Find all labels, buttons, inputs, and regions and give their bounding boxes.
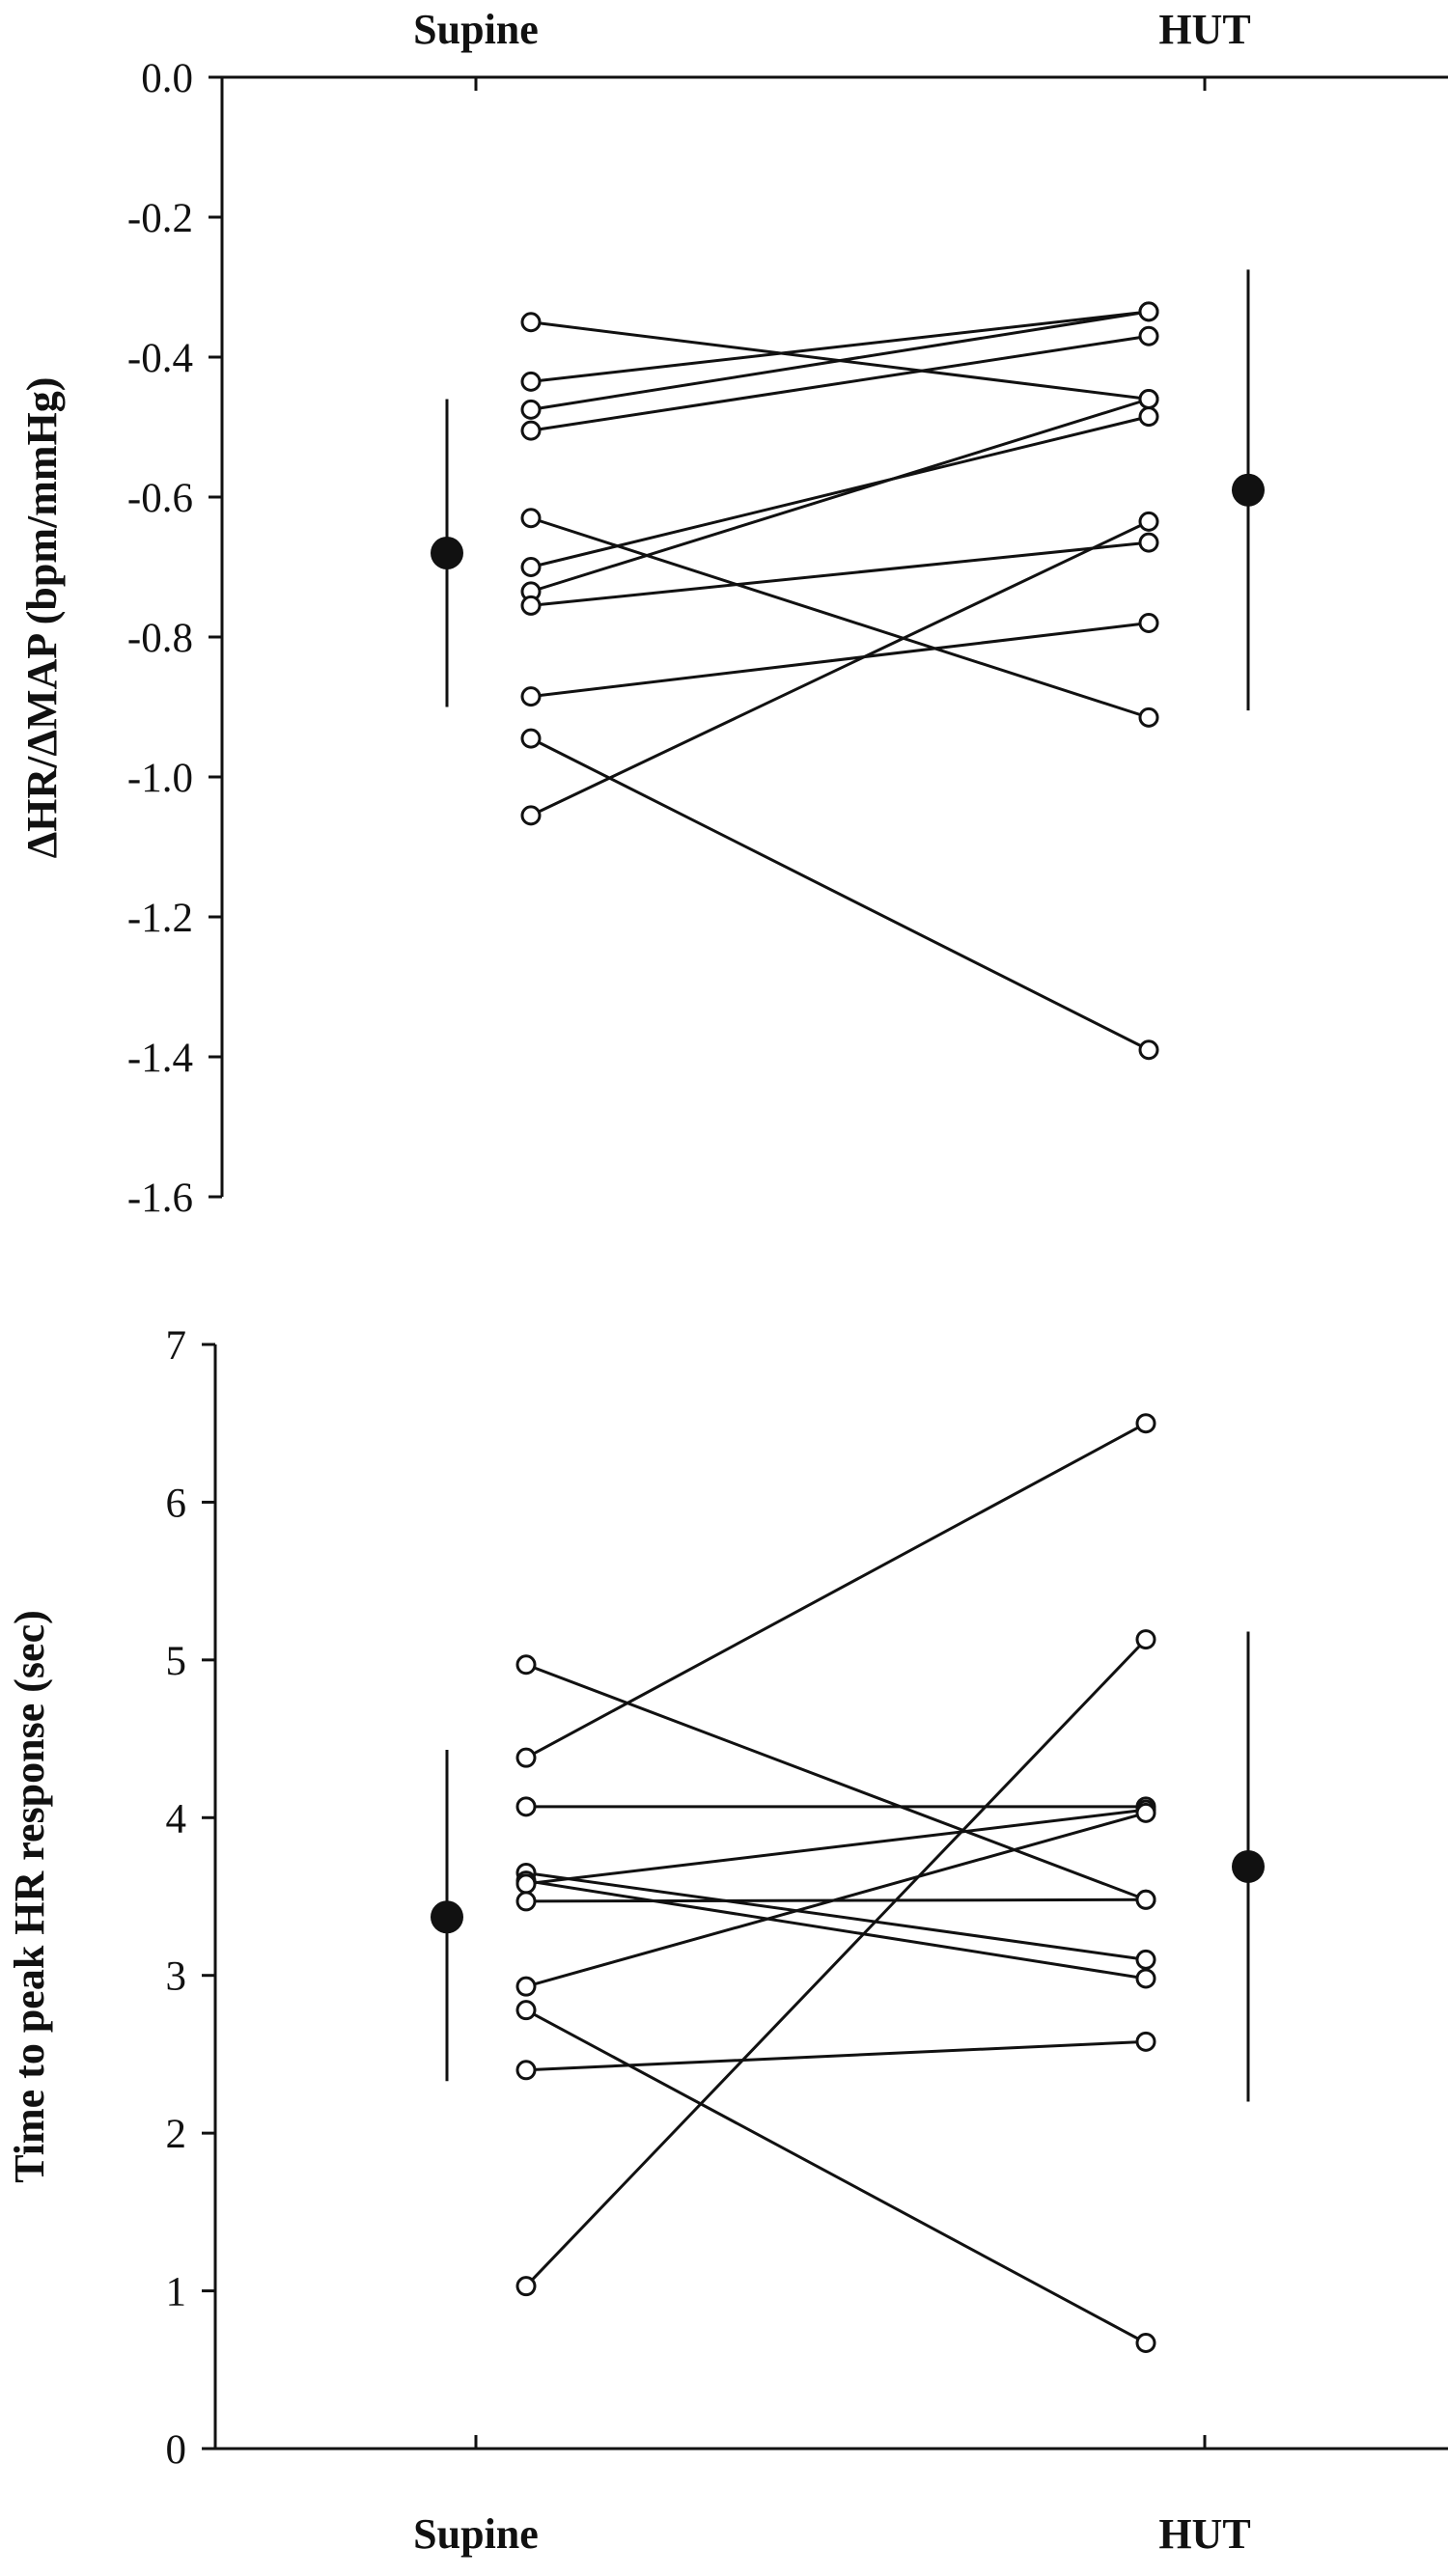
y-tick-label: 2 [166, 2112, 187, 2157]
subject-point-hut [1135, 1413, 1156, 1434]
y-tick-label: -1.0 [127, 756, 193, 801]
y-tick-label: -1.4 [127, 1036, 193, 1081]
subject-line [524, 1638, 1148, 2287]
subject-line [530, 310, 1150, 383]
subject-point-hut [1138, 706, 1159, 728]
y-tick-label: 0 [166, 2427, 187, 2473]
panel-time-to-peak: 0 1 2 3 4 5 6 7 Supine HUT Time to peak HR respons… [6, 1323, 1448, 2558]
y-tick-label: 1 [166, 2270, 187, 2315]
subject-point-supine [520, 371, 542, 392]
subject-line [525, 2008, 1147, 2344]
subject-line [525, 2039, 1147, 2072]
subject-line [525, 1808, 1147, 1886]
subject-point-supine [520, 728, 542, 749]
subject-line [530, 310, 1150, 411]
subject-line [525, 1663, 1147, 1901]
y-tick-label: 3 [166, 1954, 187, 2000]
mean-point-supine [431, 1900, 463, 1934]
y-axis-title: ΔHR/ΔMAP (bpm/mmHg) [18, 377, 66, 859]
subject-point-hut [1135, 2333, 1156, 2354]
subject-line [530, 516, 1150, 719]
subject-point-hut [1138, 613, 1159, 633]
subject-point-hut [1138, 511, 1159, 532]
y-tick-label: -0.6 [127, 476, 193, 521]
subject-line [525, 1422, 1147, 1759]
y-axis-title: Time to peak HR response (sec) [6, 1610, 53, 2183]
y-tick-label: 0.0 [141, 56, 193, 101]
y-tick-label: -1.2 [127, 896, 193, 941]
subject-line [530, 520, 1150, 817]
y-tick-label: 4 [166, 1796, 187, 1842]
subject-point-supine [520, 420, 542, 441]
subject-point-hut [1135, 2031, 1156, 2052]
y-tick-label: -0.8 [127, 616, 193, 661]
subject-point-supine [515, 2000, 537, 2021]
subject-point-supine [520, 399, 542, 420]
subject-line [530, 398, 1150, 594]
subject-point-hut [1135, 1629, 1156, 1650]
subject-point-hut [1135, 1889, 1156, 1910]
mean-point-supine [431, 537, 463, 569]
subject-point-supine [515, 1976, 537, 1997]
subject-point-supine [520, 686, 542, 707]
y-tick-label: -0.4 [127, 336, 193, 381]
subject-line [525, 1871, 1147, 1961]
subject-line [525, 1879, 1147, 1980]
subject-point-supine [515, 1873, 537, 1895]
subject-point-supine [515, 1891, 537, 1912]
subject-point-hut [1138, 301, 1159, 322]
subject-point-hut [1138, 325, 1159, 346]
subject-line [525, 1811, 1147, 1988]
subject-line [530, 540, 1150, 607]
subject-point-hut [1138, 532, 1159, 553]
subject-line [530, 334, 1150, 432]
category-label-supine: Supine [413, 2510, 539, 2558]
subject-line [530, 736, 1150, 1052]
subject-point-supine [515, 2276, 537, 2297]
subject-point-supine [520, 595, 542, 616]
subject-point-supine [520, 508, 542, 529]
y-tick-label: -1.6 [127, 1176, 193, 1221]
subject-point-hut [1138, 389, 1159, 409]
mean-point-hut [1232, 1849, 1265, 1883]
y-tick-label: -0.2 [127, 196, 193, 241]
subject-line [530, 415, 1150, 568]
y-tick-label: 5 [166, 1639, 187, 1684]
y-tick-label: 7 [166, 1323, 187, 1369]
subject-point-hut [1135, 1802, 1156, 1823]
subject-point-supine [520, 312, 542, 333]
subject-point-hut [1135, 1968, 1156, 1989]
subject-point-supine [515, 2060, 537, 2081]
subject-point-supine [520, 557, 542, 577]
subject-point-supine [515, 1747, 537, 1768]
y-tick-label: 6 [166, 1481, 187, 1526]
category-label-supine: Supine [413, 6, 539, 53]
category-label-hut: HUT [1158, 6, 1250, 53]
subject-point-supine [520, 805, 542, 826]
subject-point-hut [1135, 1949, 1156, 1970]
panel-hr-map-slope: 0.0 -0.2 -0.4 -0.6 -0.8 -1.0 -1.2 -1.4 -1.6 Supin… [18, 6, 1448, 1221]
category-label-hut: HUT [1158, 2510, 1250, 2558]
subject-point-supine [515, 1654, 537, 1676]
subject-point-supine [515, 1796, 537, 1817]
subject-point-hut [1138, 1039, 1159, 1061]
mean-point-hut [1232, 473, 1265, 507]
subject-point-hut [1138, 406, 1159, 428]
subject-line [530, 622, 1150, 699]
